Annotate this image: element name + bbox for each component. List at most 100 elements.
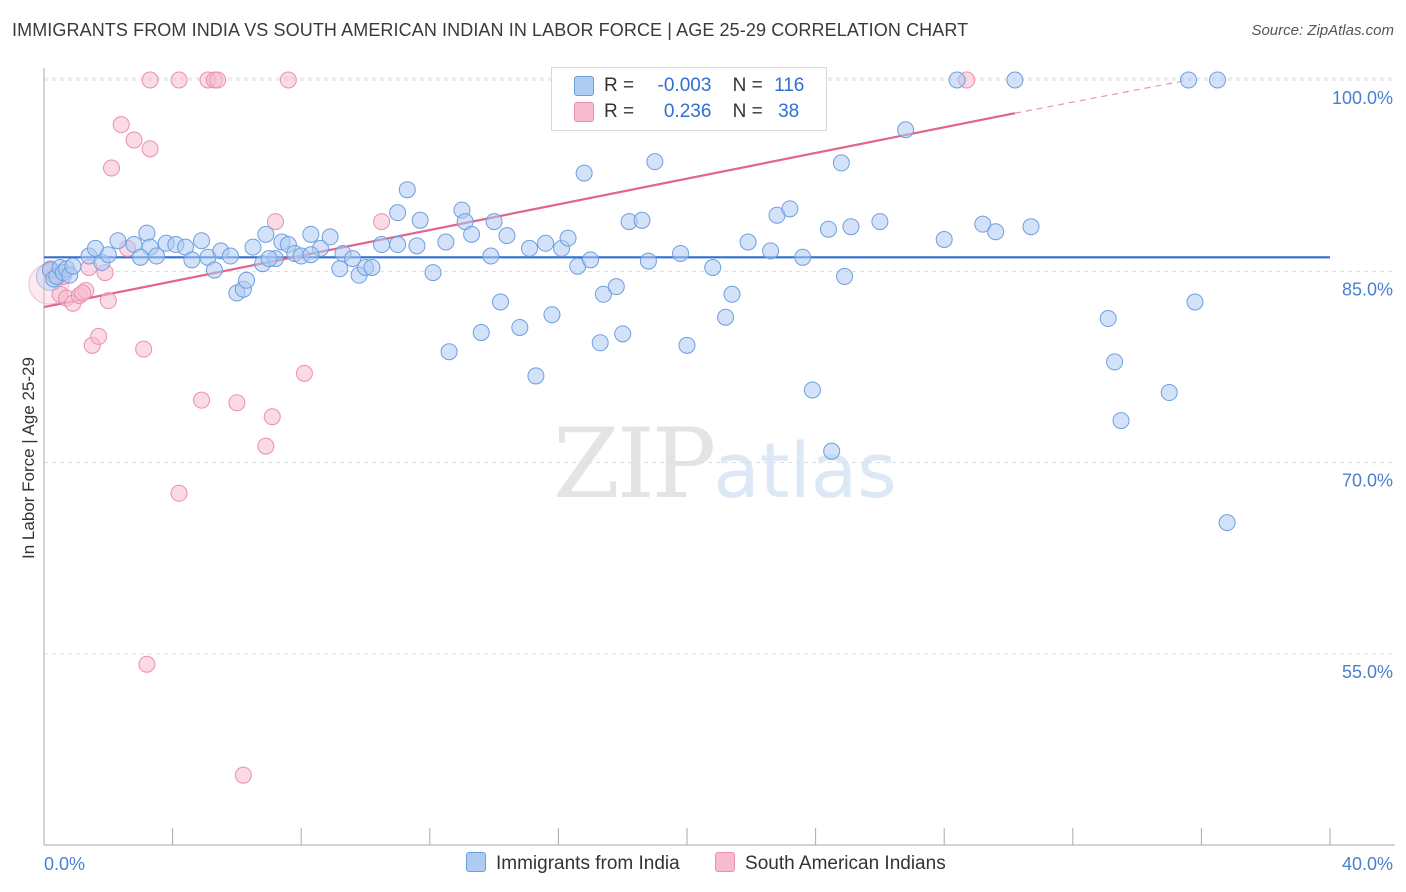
point-sai — [279, 71, 297, 89]
point-india — [633, 211, 651, 229]
point-sai — [74, 284, 92, 302]
point-india — [511, 318, 529, 336]
point-sai — [170, 71, 188, 89]
point-india — [704, 259, 722, 277]
point-india — [832, 154, 850, 172]
point-india — [974, 215, 992, 233]
point-sai — [234, 766, 252, 784]
legend-row-sai: R = 0.236 N = 38 — [574, 101, 799, 125]
legend-r-label: R = — [604, 101, 635, 122]
y-tick-label: 100.0% — [1332, 88, 1393, 108]
point-india — [935, 230, 953, 248]
x-tick-label: 40.0% — [1342, 854, 1393, 874]
point-sai — [138, 655, 156, 673]
point-india — [131, 248, 149, 266]
point-india — [823, 442, 841, 460]
point-india — [260, 250, 278, 268]
axes — [43, 68, 1395, 846]
point-india — [794, 248, 812, 266]
point-india — [527, 367, 545, 385]
point-india — [672, 244, 690, 262]
point-india — [987, 223, 1005, 241]
point-india — [717, 308, 735, 326]
y-tick-label: 55.0% — [1342, 662, 1393, 682]
gridlines — [44, 77, 1395, 655]
point-india — [64, 257, 82, 275]
legend-item-sai[interactable]: South American Indians — [715, 852, 946, 875]
point-india — [646, 153, 664, 171]
legend-n-value-india: 116 — [774, 75, 805, 96]
point-india — [819, 220, 837, 238]
point-india — [138, 224, 156, 242]
point-india — [803, 381, 821, 399]
correlation-legend: R = -0.003 N = 116 R = 0.236 N = 38 — [551, 67, 827, 131]
point-india — [363, 259, 381, 277]
point-sai — [257, 437, 275, 455]
trend-line-sai — [43, 112, 1016, 309]
point-sai — [266, 213, 284, 231]
point-india — [1006, 71, 1024, 89]
point-sai — [170, 484, 188, 502]
point-india — [193, 232, 211, 250]
point-india — [582, 251, 600, 269]
point-india — [762, 242, 780, 260]
y-axis-title: In Labor Force | Age 25-29 — [19, 357, 38, 559]
legend-item-india[interactable]: Immigrants from India — [466, 852, 680, 875]
source-label[interactable]: Source: ZipAtlas.com — [1251, 22, 1394, 39]
point-india — [537, 234, 555, 252]
series-legend: Immigrants from India South American Ind… — [466, 852, 976, 875]
point-india — [99, 246, 117, 264]
point-india — [257, 225, 275, 243]
point-india — [723, 285, 741, 303]
point-sai — [112, 116, 130, 134]
point-india — [492, 293, 510, 311]
point-india — [520, 239, 538, 257]
point-sai — [263, 408, 281, 426]
point-india — [498, 227, 516, 245]
points-immigrants-from-india — [35, 71, 1236, 532]
point-sai — [209, 71, 227, 89]
point-india — [591, 334, 609, 352]
point-sai — [125, 131, 143, 149]
point-india — [1208, 71, 1226, 89]
y-tick-label: 85.0% — [1342, 279, 1393, 299]
zipatlas-watermark: ZIPatlas — [553, 408, 897, 520]
point-sai — [135, 340, 153, 358]
point-india — [463, 225, 481, 243]
point-sai — [99, 292, 117, 310]
point-india — [1218, 514, 1236, 532]
y-tick-label: 70.0% — [1342, 471, 1393, 491]
point-india — [948, 71, 966, 89]
point-india — [594, 285, 612, 303]
legend-label-india: Immigrants from India — [496, 853, 680, 874]
point-india — [472, 324, 490, 342]
point-india — [321, 228, 339, 246]
legend-label-sai: South American Indians — [745, 853, 946, 874]
point-india — [408, 237, 426, 255]
chart-title: IMMIGRANTS FROM INDIA VS SOUTH AMERICAN … — [12, 20, 969, 40]
legend-n-value-sai: 38 — [778, 101, 800, 122]
legend-n-label: N = — [732, 75, 763, 96]
point-sai — [373, 213, 391, 231]
trend-line-sai-extension — [1014, 79, 1189, 114]
point-india — [221, 247, 239, 265]
point-india — [205, 261, 223, 279]
point-india — [842, 218, 860, 236]
point-india — [678, 336, 696, 354]
point-india — [575, 164, 593, 182]
watermark-zip: ZIP — [553, 408, 716, 520]
point-india — [1160, 384, 1178, 402]
point-india — [389, 236, 407, 254]
point-india — [1106, 353, 1124, 371]
point-sai — [103, 159, 121, 177]
point-india — [244, 238, 262, 256]
point-india — [411, 211, 429, 229]
point-sai — [228, 394, 246, 412]
point-india — [614, 325, 632, 343]
point-india — [238, 271, 256, 289]
point-india — [485, 213, 503, 231]
point-india — [183, 251, 201, 269]
point-india — [331, 260, 349, 278]
point-india — [559, 229, 577, 247]
point-sai — [90, 327, 108, 345]
